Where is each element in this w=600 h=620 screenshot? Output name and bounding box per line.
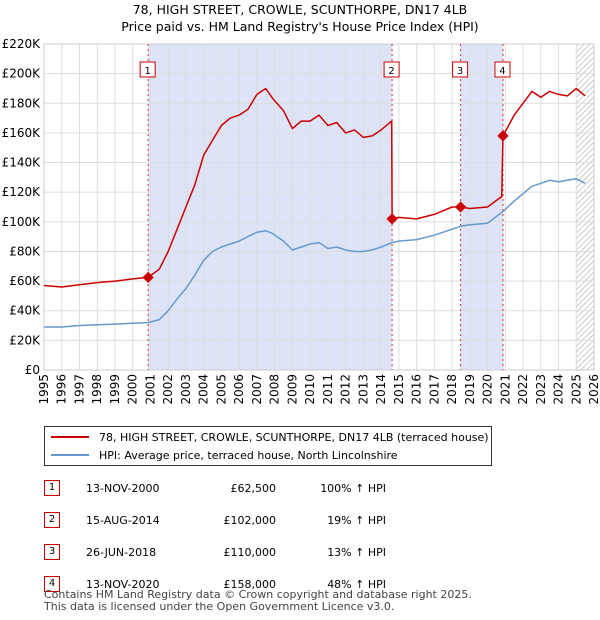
x-tick-label: 2024 — [552, 374, 566, 405]
y-tick-label: £120K — [2, 185, 42, 199]
x-tick-label: 2011 — [321, 374, 335, 405]
table-row: 3 26-JUN-2018 £110,000 13% ↑ HPI — [44, 536, 386, 568]
transaction-hpi-change: 13% ↑ HPI — [327, 545, 386, 559]
x-tick-label: 2001 — [143, 374, 157, 405]
sale-point-marker — [386, 213, 398, 225]
legend-swatch-price — [51, 436, 89, 438]
x-tick-label: 2017 — [427, 374, 441, 405]
transaction-hpi-change: 19% ↑ HPI — [327, 513, 386, 527]
x-tick-label: 2023 — [534, 374, 548, 405]
y-tick-label: £100K — [2, 215, 42, 229]
x-tick-label: 2026 — [587, 374, 600, 405]
price-chart: £0 £20K £40K £60K £80K £100K £120K £140K £160K £1… — [2, 37, 600, 405]
legend-item-price: 78, HIGH STREET, CROWLE, SCUNTHORPE, DN1… — [51, 429, 489, 445]
marker-label-box — [383, 61, 400, 78]
x-tick-label: 2008 — [268, 374, 282, 405]
y-tick-label: £200K — [2, 67, 42, 81]
transaction-price: £102,000 — [223, 513, 277, 527]
x-tick-label: 2013 — [356, 374, 370, 405]
table-row: 4 13-NOV-2020 £158,000 48% ↑ HPI — [44, 568, 386, 600]
footer-licence: This data is licensed under the Open Gov… — [44, 600, 395, 613]
transaction-number-badge: 1 — [44, 480, 60, 496]
y-tick-label: £80K — [9, 244, 41, 258]
forecast-hatch-region — [576, 44, 594, 370]
y-tick-label: £160K — [2, 126, 42, 140]
x-tick-label: 2014 — [374, 374, 388, 405]
hpi-line — [44, 178, 586, 328]
marker-label-box — [494, 61, 511, 78]
transaction-number-badge: 4 — [44, 576, 60, 592]
chart-legend: 78, HIGH STREET, CROWLE, SCUNTHORPE, DN1… — [44, 426, 492, 466]
table-row: 1 13-NOV-2000 £62,500 100% ↑ HPI — [44, 472, 386, 504]
transaction-hpi-change: 100% ↑ HPI — [320, 481, 386, 495]
chart-title: 78, HIGH STREET, CROWLE, SCUNTHORPE, DN1… — [132, 2, 468, 17]
x-tick-label: 2000 — [126, 374, 140, 405]
y-tick-label: £60K — [9, 274, 41, 288]
table-row: 2 15-AUG-2014 £102,000 19% ↑ HPI — [44, 504, 386, 536]
transaction-date: 13-NOV-2020 — [86, 577, 160, 591]
transaction-date: 13-NOV-2000 — [86, 481, 160, 495]
y-tick-label: £140K — [2, 156, 42, 170]
x-tick-label: 1998 — [90, 374, 104, 405]
x-tick-label: 2004 — [197, 374, 211, 405]
transaction-number-badge: 2 — [44, 512, 60, 528]
transaction-number-badge: 3 — [44, 544, 60, 560]
transaction-date: 26-JUN-2018 — [86, 545, 157, 559]
marker-label: 2 — [388, 66, 394, 77]
x-tick-label: 1997 — [72, 374, 86, 405]
chart-subtitle: Price paid vs. HM Land Registry's House … — [121, 19, 479, 34]
transactions-table: 1 13-NOV-2000 £62,500 100% ↑ HPI 2 15-AU… — [44, 472, 386, 600]
x-tick-label: 2009 — [285, 374, 299, 405]
x-tick-label: 2018 — [445, 374, 459, 405]
price-paid-line — [43, 87, 586, 288]
x-tick-label: 2025 — [569, 374, 583, 405]
plot-frame — [43, 43, 595, 371]
x-tick-label: 1996 — [55, 374, 69, 405]
x-tick-label: 2012 — [339, 374, 353, 405]
legend-label-hpi: HPI: Average price, terraced house, Nort… — [99, 448, 398, 462]
footer: Contains HM Land Registry data © Crown c… — [44, 589, 472, 613]
marker-label-box — [452, 61, 469, 78]
x-tick-label: 2016 — [410, 374, 424, 405]
marker-label: 3 — [457, 66, 463, 77]
footer-copyright: Contains HM Land Registry data © Crown c… — [44, 588, 472, 601]
sale-point-marker — [142, 271, 154, 284]
shaded-period — [148, 44, 393, 370]
y-tick-label: £20K — [9, 333, 41, 347]
x-tick-label: 1995 — [37, 374, 51, 405]
marker-label: 1 — [144, 66, 150, 77]
sale-point-marker — [497, 130, 509, 142]
x-tick-label: 2020 — [481, 374, 495, 405]
y-tick-label: £0 — [25, 363, 40, 377]
x-tick-label: 1999 — [108, 374, 122, 405]
transaction-price: £62,500 — [230, 481, 277, 495]
x-tick-label: 2015 — [392, 374, 406, 405]
transaction-hpi-change: 48% ↑ HPI — [327, 577, 386, 591]
x-tick-label: 2019 — [463, 374, 477, 405]
x-tick-label: 2022 — [516, 374, 530, 405]
transaction-price: £110,000 — [223, 545, 277, 559]
y-tick-label: £220K — [2, 37, 42, 51]
y-tick-label: £40K — [9, 304, 41, 318]
x-tick-label: 2010 — [303, 374, 317, 405]
x-tick-label: 2005 — [214, 374, 228, 405]
x-tick-label: 2007 — [250, 374, 264, 405]
x-tick-label: 2021 — [498, 374, 512, 405]
x-tick-label: 2006 — [232, 374, 246, 405]
x-tick-label: 2003 — [179, 374, 193, 405]
marker-label-box — [139, 61, 156, 78]
marker-label: 4 — [499, 66, 505, 77]
transaction-price: £158,000 — [223, 577, 277, 591]
sale-point-marker — [454, 201, 467, 213]
y-tick-label: £180K — [2, 96, 42, 110]
legend-item-hpi: HPI: Average price, terraced house, Nort… — [51, 447, 398, 463]
legend-label-price: 78, HIGH STREET, CROWLE, SCUNTHORPE, DN1… — [99, 430, 489, 444]
legend-swatch-hpi — [51, 454, 89, 456]
x-tick-label: 2002 — [161, 374, 175, 405]
transaction-date: 15-AUG-2014 — [86, 513, 160, 527]
